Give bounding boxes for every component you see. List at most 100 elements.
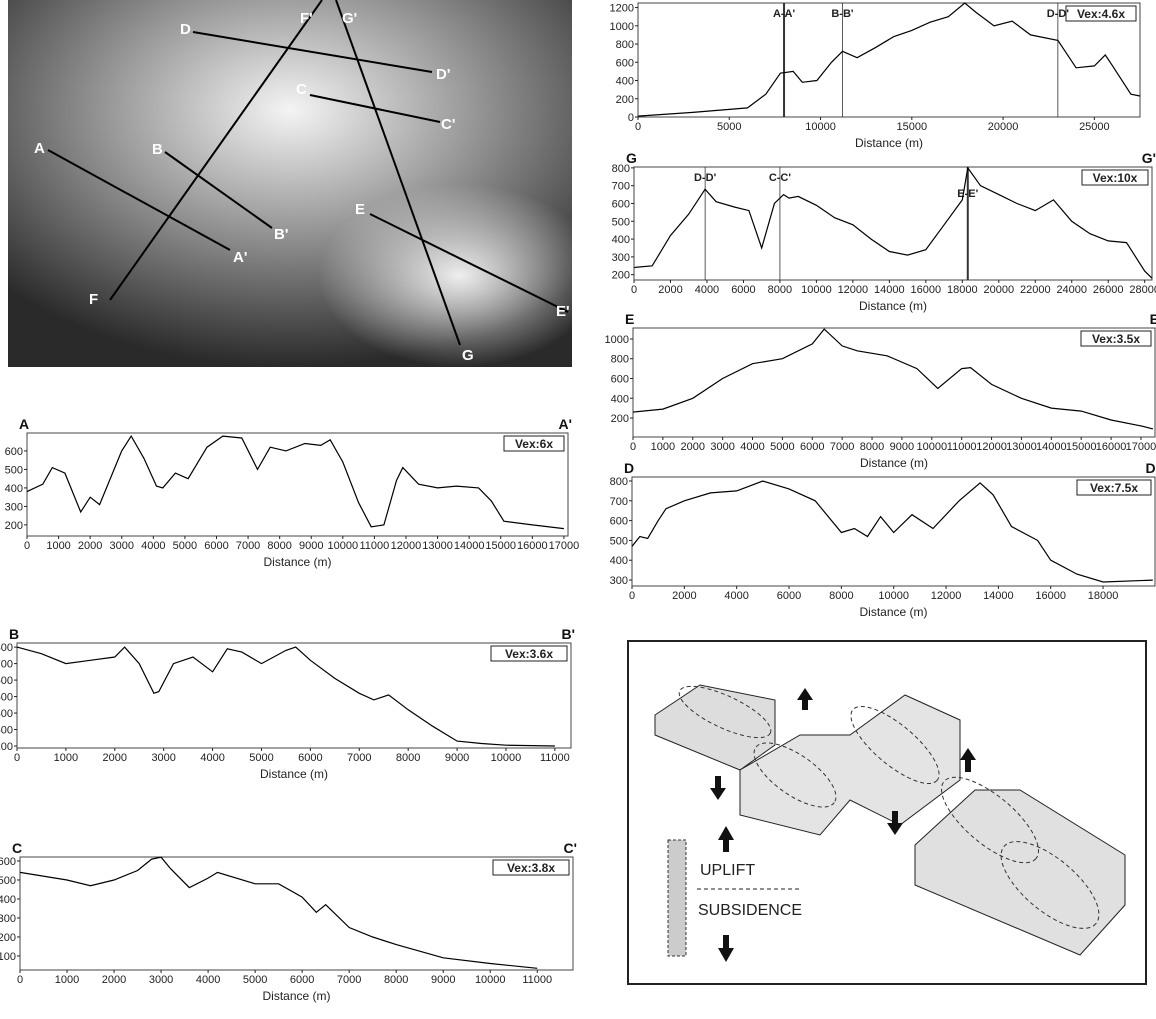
section-marker-label: A-A' [773, 8, 796, 20]
x-tick-label: 0 [635, 121, 641, 133]
profile-chart: BB'Vex:3.6x20030040050060070080001000200… [0, 626, 575, 781]
x-tick-label: 14000 [1036, 441, 1067, 453]
y-tick-label: 400 [0, 894, 16, 906]
x-tick-label: 1000 [46, 540, 70, 552]
y-tick-label: 800 [616, 39, 634, 51]
x-tick-label: 11000 [360, 540, 390, 552]
y-tick-label: 400 [616, 76, 634, 88]
x-tick-label: 12000 [976, 441, 1007, 453]
x-tick-label: 3000 [149, 974, 173, 986]
plot-frame [638, 3, 1140, 117]
x-axis-label: Distance (m) [860, 456, 928, 470]
y-tick-label: 500 [5, 464, 23, 476]
y-tick-label: 100 [0, 951, 16, 963]
map-label: F [89, 291, 98, 308]
y-tick-label: 200 [612, 270, 630, 282]
x-tick-label: 11000 [522, 974, 552, 986]
y-tick-label: 600 [0, 856, 16, 868]
map-label: E [355, 201, 365, 218]
y-tick-label: 700 [612, 181, 630, 193]
x-tick-label: 8000 [396, 752, 420, 764]
x-tick-label: 4000 [724, 590, 748, 602]
profile-chart: DD'Vex:7.5x30040050060070080002000400060… [610, 460, 1156, 619]
y-tick-label: 1000 [605, 334, 629, 346]
y-tick-label: 600 [5, 446, 23, 458]
section-marker-label: B-B' [831, 8, 854, 20]
x-tick-label: 10000 [917, 441, 948, 453]
x-tick-label: 6000 [290, 974, 314, 986]
y-tick-label: 300 [0, 725, 13, 737]
y-tick-label: 300 [610, 575, 628, 587]
x-tick-label: 2000 [78, 540, 102, 552]
x-tick-label: 16000 [1096, 441, 1127, 453]
y-tick-label: 200 [0, 741, 13, 753]
x-tick-label: 28000 [1129, 284, 1156, 296]
y-tick-label: 400 [5, 483, 23, 495]
x-tick-label: 6000 [800, 441, 824, 453]
y-tick-label: 1200 [610, 3, 634, 15]
x-tick-label: 13000 [1006, 441, 1037, 453]
elevation-profile [633, 329, 1153, 429]
y-tick-label: 300 [612, 252, 630, 264]
map-label: F' [300, 10, 313, 27]
y-tick-label: 800 [612, 163, 630, 175]
y-tick-label: 300 [5, 501, 23, 513]
y-tick-label: 800 [610, 476, 628, 488]
vex-label: Vex:3.8x [507, 861, 555, 875]
y-tick-label: 400 [610, 555, 628, 567]
map-label: A' [233, 249, 247, 266]
profile-end-label: F' [1132, 0, 1144, 2]
y-tick-label: 400 [611, 393, 629, 405]
plot-frame [633, 328, 1155, 437]
x-tick-label: 17000 [549, 540, 580, 552]
y-tick-label: 600 [611, 373, 629, 385]
x-tick-label: 5000 [717, 121, 741, 133]
x-tick-label: 10000 [801, 284, 832, 296]
x-tick-label: 14000 [874, 284, 905, 296]
map-label: A [34, 140, 45, 157]
profile-start-label: C [12, 840, 22, 856]
profile-start-label: B [9, 626, 19, 642]
x-tick-label: 11000 [540, 752, 570, 764]
map-label: B [152, 141, 163, 158]
vex-label: Vex:3.6x [505, 647, 553, 661]
section-marker-label: E-E' [957, 188, 978, 200]
x-tick-label: 6000 [204, 540, 228, 552]
uplift-label: UPLIFT [700, 862, 755, 879]
x-tick-label: 6000 [731, 284, 755, 296]
x-tick-label: 15000 [897, 121, 928, 133]
elevation-profile [632, 481, 1153, 582]
profile-end-label: E [1150, 311, 1156, 327]
y-tick-label: 800 [611, 354, 629, 366]
x-tick-label: 12000 [391, 540, 422, 552]
x-tick-label: 12000 [838, 284, 869, 296]
x-tick-label: 0 [17, 974, 23, 986]
x-tick-label: 10000 [475, 974, 506, 986]
x-axis-label: Distance (m) [262, 989, 330, 1003]
x-tick-label: 5000 [243, 974, 267, 986]
map-label: G' [342, 10, 357, 27]
elevation-profile [27, 436, 564, 528]
elevation-profile [17, 647, 555, 746]
x-tick-label: 6000 [777, 590, 801, 602]
profile-end-label: C' [564, 840, 577, 856]
legend-bar [668, 840, 686, 956]
x-tick-label: 17000 [1126, 441, 1156, 453]
x-tick-label: 18000 [947, 284, 978, 296]
y-tick-label: 800 [0, 642, 13, 654]
x-tick-label: 3000 [710, 441, 734, 453]
profile-chart: EEVex:3.5x200400600800100001000200030004… [605, 311, 1156, 470]
section-marker-label: D-D' [1047, 8, 1070, 20]
x-tick-label: 2000 [658, 284, 682, 296]
x-tick-label: 12000 [931, 590, 962, 602]
profile-chart: GG'Vex:10x200300400500600700800020004000… [612, 150, 1156, 313]
x-tick-label: 8000 [267, 540, 291, 552]
x-tick-label: 4000 [196, 974, 220, 986]
x-tick-label: 2000 [103, 752, 127, 764]
x-tick-label: 0 [630, 441, 636, 453]
vex-label: Vex:6x [515, 437, 553, 451]
x-tick-label: 7000 [347, 752, 371, 764]
vex-label: Vex:4.6x [1077, 7, 1125, 21]
